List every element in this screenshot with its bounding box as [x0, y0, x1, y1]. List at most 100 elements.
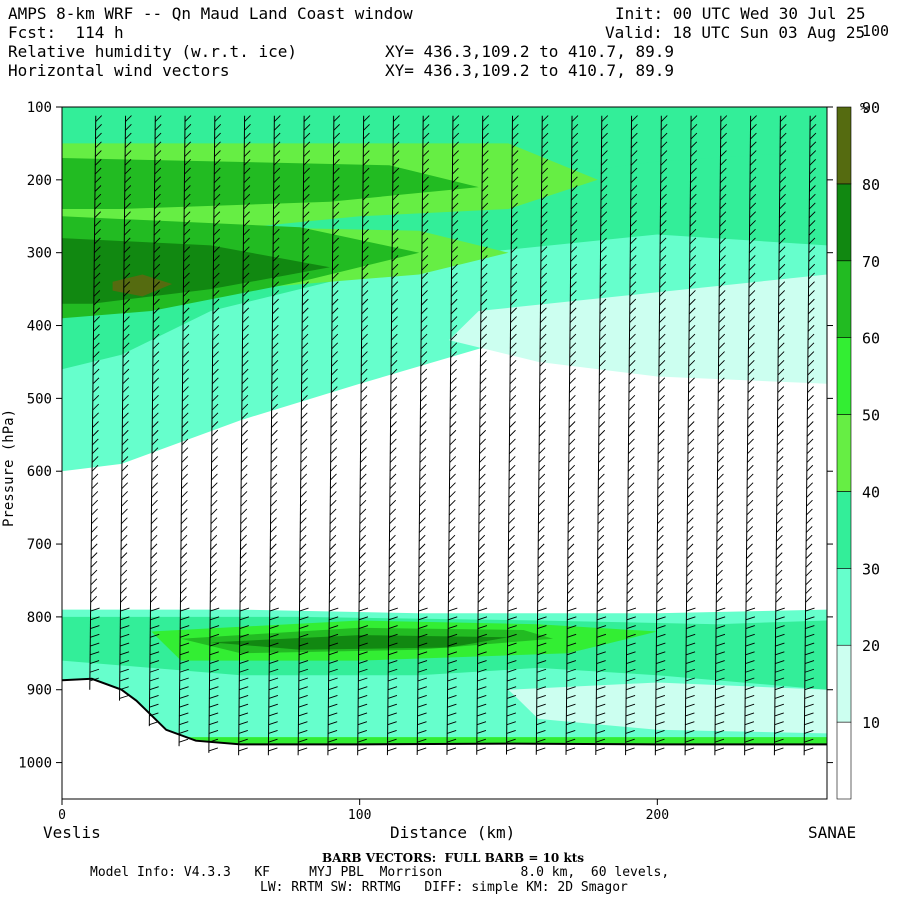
barb-flag	[805, 596, 812, 603]
barb-flag	[566, 660, 577, 664]
barb-flag	[599, 333, 607, 341]
barb-flag	[363, 132, 370, 140]
barb-flag	[476, 721, 487, 726]
barb-flag	[331, 307, 339, 315]
barb-flag	[779, 185, 787, 192]
barb-flag	[718, 290, 726, 297]
barb-flag	[391, 281, 399, 288]
barb-flag	[269, 633, 279, 638]
barb-flag	[718, 333, 726, 341]
barb-flag	[358, 625, 368, 629]
barb-flag	[659, 281, 667, 288]
barb-flag	[90, 642, 100, 647]
barb-flag	[536, 738, 546, 743]
barb-flag	[481, 255, 488, 262]
barb-flag	[600, 246, 607, 254]
barb-flag	[303, 176, 310, 184]
barb-flag	[508, 526, 515, 533]
y-tick-label: 800	[27, 610, 52, 626]
barb-shaft	[744, 115, 752, 756]
barb-flag	[123, 237, 131, 245]
barb-flag	[750, 123, 757, 131]
barb-flag	[332, 237, 340, 245]
barb-flag	[149, 642, 160, 647]
barb-flag	[719, 272, 726, 280]
barb-flag	[808, 211, 816, 219]
barb-flag	[512, 115, 519, 122]
barb-flag	[686, 526, 694, 533]
barb-flag	[537, 625, 547, 629]
barb-flag	[540, 263, 548, 271]
barb-flag	[239, 587, 247, 594]
barb-flag	[91, 482, 99, 490]
barb-flag	[749, 150, 757, 157]
field-label-wind: Horizontal wind vectors	[8, 61, 230, 80]
barb-flag	[89, 651, 100, 656]
barb-flag	[477, 642, 487, 647]
barb-flag	[152, 359, 160, 367]
barb-flag	[179, 677, 189, 682]
barb-flag	[120, 587, 127, 594]
barb-flag	[774, 712, 784, 717]
barb-flag	[181, 473, 188, 481]
barb-flag	[300, 482, 307, 490]
barb-flag	[184, 167, 191, 175]
barb-flag	[361, 333, 368, 341]
barb-flag	[685, 738, 695, 743]
barb-flag	[659, 246, 667, 254]
barb-flag	[658, 429, 665, 437]
barb-flag	[477, 625, 488, 629]
barb-flag	[541, 167, 549, 175]
barb-flag	[328, 703, 338, 708]
barb-flag	[778, 298, 785, 306]
barb-flag	[567, 578, 574, 586]
barb-flag	[390, 438, 397, 446]
barb-flag	[357, 738, 367, 743]
barb-flag	[631, 115, 638, 122]
barb-flag	[243, 167, 251, 175]
barb-flag	[569, 359, 576, 367]
barb-flag	[745, 695, 755, 699]
barb-flag	[600, 220, 608, 227]
barb-flag	[273, 176, 281, 184]
barb-flag	[686, 543, 694, 551]
barb-flag	[510, 255, 518, 262]
barb-flag	[567, 543, 575, 551]
barb-flag	[601, 132, 608, 140]
barb-flag	[597, 534, 605, 542]
barb-flag	[388, 552, 396, 559]
barb-flag	[715, 703, 725, 708]
barb-flag	[149, 703, 159, 708]
barb-flag	[749, 202, 757, 210]
barb-flag	[715, 596, 723, 603]
barb-flag	[181, 482, 188, 490]
barb-flag	[805, 607, 815, 612]
barb-flag	[749, 228, 756, 236]
barb-flag	[330, 473, 337, 481]
barb-flag	[420, 316, 428, 323]
barb-flag	[268, 730, 278, 734]
barb-flag	[749, 237, 756, 245]
barb-flag	[629, 325, 636, 332]
barb-flag	[269, 543, 277, 551]
barb-flag	[630, 167, 638, 175]
barb-flag	[299, 625, 309, 629]
barb-flag	[808, 263, 816, 271]
barb-flag	[269, 552, 277, 559]
barb-flag	[687, 508, 694, 516]
barb-flag	[806, 429, 814, 437]
barb-flag	[358, 587, 366, 594]
barb-flag	[154, 123, 162, 131]
barb-flag	[477, 616, 488, 621]
barb-flag	[479, 456, 486, 463]
barb-flag	[478, 578, 485, 586]
barb-flag	[746, 473, 754, 481]
barb-flag	[329, 552, 337, 559]
barb-column	[505, 115, 519, 755]
barb-flag	[362, 237, 369, 245]
barb-flag	[329, 607, 339, 612]
barb-flag	[687, 456, 695, 463]
barb-flag	[629, 333, 636, 341]
barb-flag	[569, 316, 577, 323]
barb-flag	[511, 220, 518, 227]
